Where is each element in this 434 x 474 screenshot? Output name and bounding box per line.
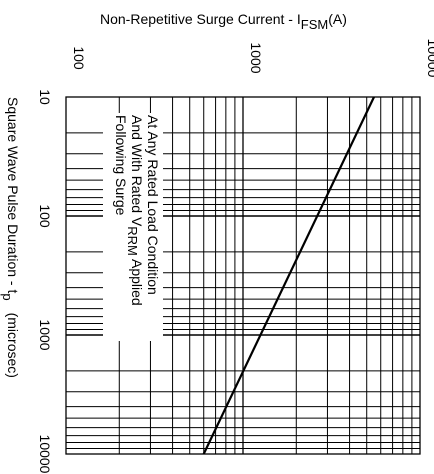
annotation-line-2: And With Rated VRRM Applied bbox=[125, 115, 145, 306]
y-tick-label: 10000 bbox=[37, 435, 53, 474]
x-axis-title-unit: (A) bbox=[328, 11, 347, 27]
annotation-line-2-b: Applied bbox=[129, 256, 145, 306]
x-axis-title-main: Non-Repetitive Surge Current - I bbox=[100, 11, 301, 27]
y-axis-title-main: Square Wave Pulse Duration - t bbox=[5, 97, 21, 293]
series-group bbox=[202, 96, 375, 455]
y-tick-label: 10 bbox=[37, 89, 53, 105]
y-axis-title-sub: p bbox=[0, 293, 15, 300]
tick-labels: 100 1000 10000 10 100 1000 10000 bbox=[37, 39, 434, 474]
y-tick-label: 1000 bbox=[37, 319, 53, 350]
plot-frame bbox=[65, 96, 421, 455]
annotation-bg bbox=[103, 113, 163, 341]
x-axis-title: Non-Repetitive Surge Current - IFSM(A) bbox=[100, 11, 347, 32]
grid-lines bbox=[66, 97, 420, 454]
x-tick-label: 1000 bbox=[248, 42, 264, 73]
x-tick-label: 100 bbox=[71, 46, 87, 70]
x-tick-label: 10000 bbox=[425, 39, 434, 78]
annotation-line-2-sub: RRM bbox=[125, 226, 140, 256]
annotation-line-2-a: And With Rated V bbox=[129, 115, 145, 227]
annotation-line-3: Following Surge bbox=[113, 115, 129, 216]
x-axis-title-sub: FSM bbox=[301, 17, 328, 32]
annotation-line-1: At Any Rated Load Condition bbox=[145, 115, 161, 295]
y-tick-label: 100 bbox=[37, 204, 53, 228]
series-line-1 bbox=[202, 96, 375, 455]
y-axis-title: Square Wave Pulse Duration - tp (microsec… bbox=[0, 97, 21, 378]
annotation: At Any Rated Load Condition And With Rat… bbox=[103, 113, 163, 341]
y-axis-title-unit: (microsec) bbox=[5, 313, 21, 378]
